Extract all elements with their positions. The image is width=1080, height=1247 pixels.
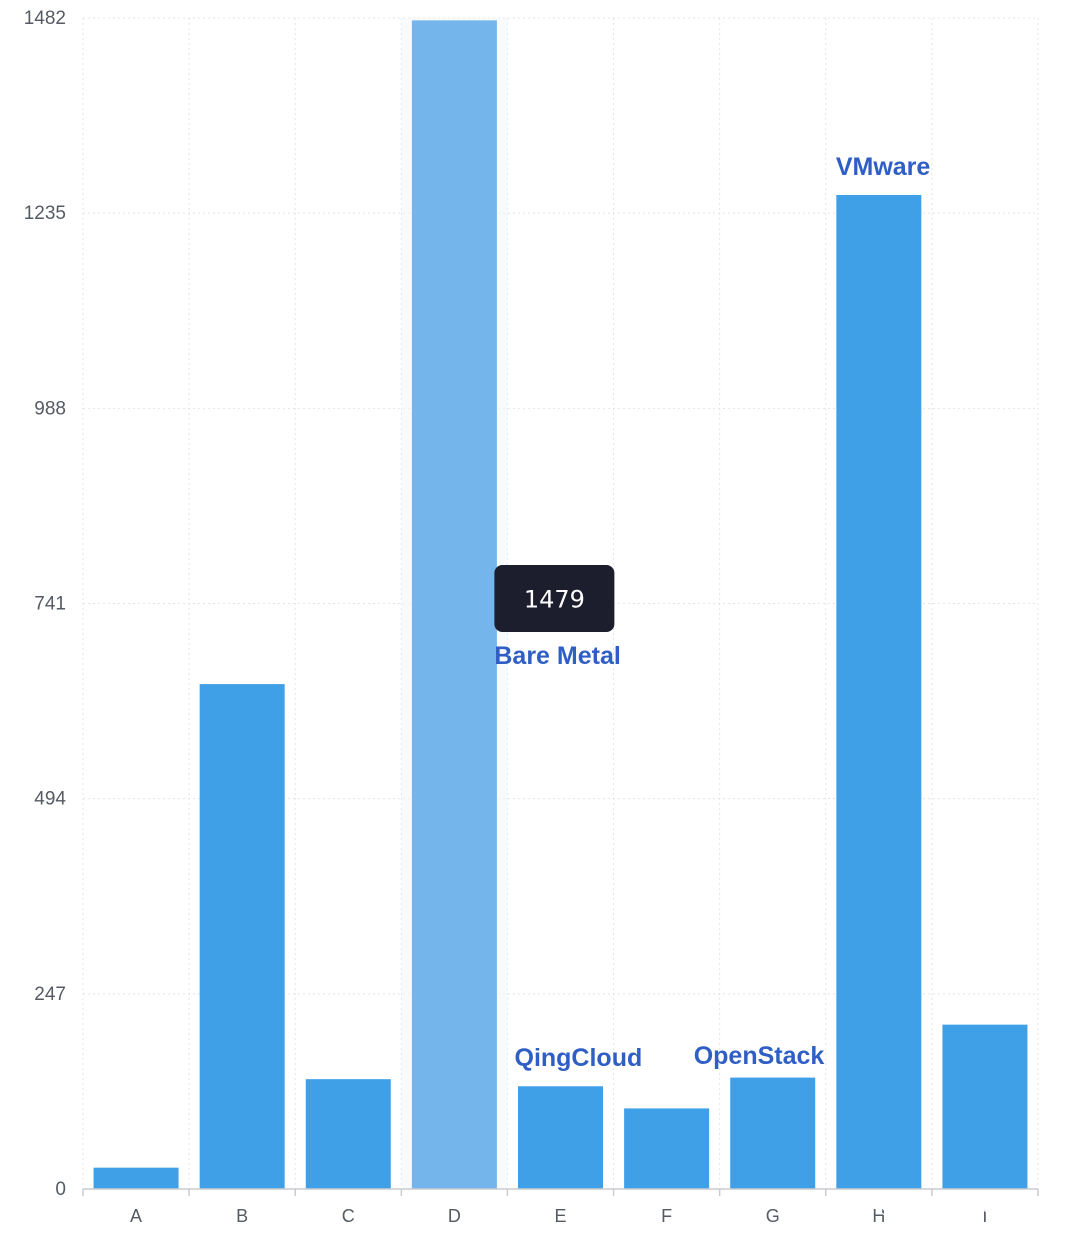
watermark-text: @稀土掘金技术社区 <box>877 1195 1048 1217</box>
tooltip-value: 1479 <box>524 586 585 614</box>
bar-f <box>624 1108 710 1189</box>
annotation-label: VMware <box>836 153 931 181</box>
watermark: @稀土掘金技术社区 <box>877 1195 1048 1217</box>
y-tick-label: 0 <box>55 1179 66 1200</box>
annotation-label: Bare Metal <box>494 642 620 670</box>
y-tick-label: 494 <box>34 789 66 810</box>
tooltip-box <box>494 565 615 632</box>
y-tick-label: 1235 <box>24 203 66 224</box>
y-tick-label: 247 <box>34 984 66 1005</box>
bars-layer <box>93 20 1028 1189</box>
bar-e <box>518 1086 603 1189</box>
x-tick-label: F <box>661 1206 672 1226</box>
annotation-layer: Bare Metal QingCloud OpenStack VMware <box>494 153 930 1072</box>
x-tick-label: H <box>872 1206 885 1226</box>
x-tick-label: G <box>766 1206 780 1226</box>
y-tick-label: 1482 <box>24 8 66 29</box>
bar-b <box>199 684 285 1189</box>
x-tick-label: E <box>554 1206 566 1226</box>
x-tick-label: A <box>130 1206 142 1226</box>
y-tick-label: 988 <box>34 398 66 419</box>
annotation-label: QingCloud <box>515 1044 643 1072</box>
bar-h <box>836 194 922 1189</box>
x-tick-label: D <box>448 1206 461 1226</box>
annotation-label: OpenStack <box>694 1042 825 1070</box>
x-tick-label: I <box>982 1206 987 1226</box>
tooltip-layer: 1479 <box>494 565 615 632</box>
x-tick-label: B <box>236 1206 248 1226</box>
bar-d <box>411 20 497 1189</box>
bar-i <box>942 1024 1028 1189</box>
y-tick-label: 741 <box>34 594 66 615</box>
axis-layer: 0 247 494 741 988 1235 1482 A B C D E F G H I <box>24 8 1039 1226</box>
bar-c <box>305 1079 391 1189</box>
bar-a <box>93 1167 179 1189</box>
bar-g <box>730 1077 816 1189</box>
x-tick-label: C <box>342 1206 355 1226</box>
